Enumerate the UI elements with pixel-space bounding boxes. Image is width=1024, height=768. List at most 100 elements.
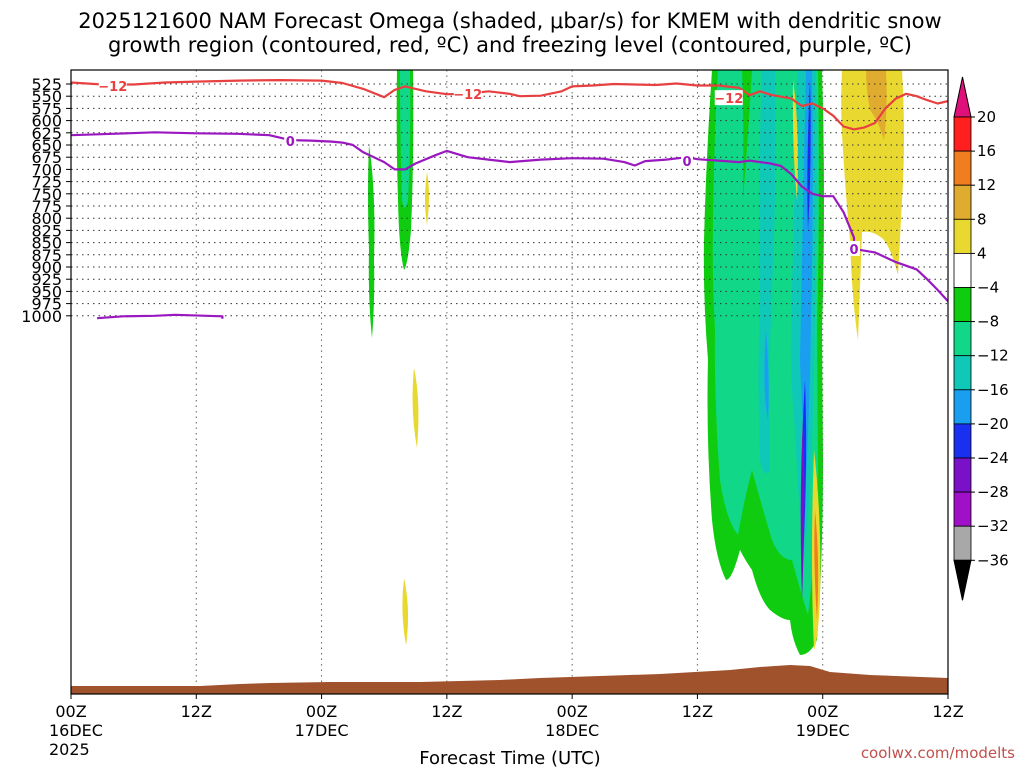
y-tick-label: 775 — [31, 197, 62, 216]
contour-label-bg — [714, 90, 743, 106]
y-tick-label: 750 — [31, 185, 62, 204]
omega-shading-positive-gold — [866, 70, 887, 140]
contour-line — [97, 313, 224, 320]
y-tick-label: 875 — [31, 246, 62, 265]
colorbar-segment — [953, 184, 972, 220]
y-tick-label: 950 — [31, 282, 62, 301]
colorbar-label: −4 — [977, 279, 999, 297]
omega-shading-band-yellow-1 — [425, 172, 429, 225]
terrain — [71, 665, 948, 694]
contour-label-bg — [848, 240, 861, 256]
colorbar-label: −24 — [977, 449, 1009, 467]
omega-shading-positive-yellow — [841, 70, 904, 340]
colorbar: 20 16 12 8 4 −4 −8 −12 −16 −20 −24 −28 −32 −36 — [953, 76, 1009, 601]
y-tick-label: 625 — [31, 124, 62, 143]
contour-label-bg — [680, 153, 693, 169]
plot-frame — [70, 69, 949, 695]
colorbar-label: −12 — [977, 347, 1009, 365]
y-tick-label: 975 — [31, 295, 62, 314]
colorbar-segment — [953, 491, 972, 527]
omega-shading-main-purple — [800, 420, 805, 600]
contour-label-bg — [453, 85, 482, 101]
colorbar-top-arrow — [953, 76, 972, 118]
colorbar-segment — [953, 355, 972, 391]
y-tick-label: 650 — [31, 136, 62, 155]
colorbar-label: 12 — [977, 176, 996, 194]
omega-shading-main-lightblue-2 — [764, 330, 769, 420]
y-tick-label: 700 — [31, 160, 62, 179]
colorbar-segment — [953, 321, 972, 357]
omega-shading-positive-orange — [814, 510, 819, 620]
y-tick-label: 550 — [31, 87, 62, 106]
colorbar-label: −36 — [977, 551, 1009, 569]
x-tick-label: 16DEC — [49, 721, 103, 740]
contour-label-bg — [98, 77, 127, 93]
colorbar-label: −16 — [977, 381, 1009, 399]
y-tick-label: 825 — [31, 221, 62, 240]
credit-text: coolwx.com/modelts — [861, 744, 1015, 762]
omega-shading-main-blue-2 — [807, 80, 811, 230]
x-tick-label: 00Z — [807, 702, 838, 721]
colorbar-segment — [953, 423, 972, 459]
colorbar-label: 16 — [977, 142, 996, 160]
contours: −12 −12 −12 0 0 0 — [71, 77, 948, 320]
colorbar-segment — [953, 252, 972, 288]
colorbar-label: 20 — [977, 108, 996, 126]
omega-shading-band-yellow-2 — [412, 368, 419, 448]
y-tick-label: 1000 — [21, 307, 62, 326]
omega-shading-positive-yellow-2 — [792, 80, 798, 200]
x-tick-label: 00Z — [306, 702, 337, 721]
contour-label: 0 — [286, 135, 295, 150]
x-tick-label: 12Z — [682, 702, 713, 721]
y-tick-label: 600 — [31, 112, 62, 131]
chart-title-line-1: 2025121600 NAM Forecast Omega (shaded, μ… — [78, 9, 941, 33]
y-tick-label: 850 — [31, 234, 62, 253]
contour-label: 0 — [682, 155, 691, 170]
x-tick-label: 00Z — [55, 702, 86, 721]
x-tick-label: 2025 — [49, 740, 90, 759]
colorbar-segment — [953, 218, 972, 254]
y-tick-label: 575 — [31, 99, 62, 118]
colorbar-label: 8 — [977, 210, 987, 228]
contour-label: −12 — [714, 92, 743, 107]
y-tick-label: 925 — [31, 270, 62, 289]
colorbar-segment — [953, 457, 972, 493]
contour-line — [71, 79, 948, 131]
contour-label: −12 — [453, 88, 482, 103]
colorbar-label: −8 — [977, 313, 999, 331]
contour-label-bg — [284, 133, 297, 149]
y-tick-label: 900 — [31, 258, 62, 277]
x-tick-label: 17DEC — [295, 721, 349, 740]
x-tick-label: 12Z — [431, 702, 462, 721]
colorbar-label: −20 — [977, 415, 1009, 433]
x-tick-label: 18DEC — [545, 721, 599, 740]
x-tick-label: 12Z — [932, 702, 963, 721]
colorbar-segment — [953, 116, 972, 152]
chart-title-line-2: growth region (contoured, red, ºC) and f… — [108, 33, 912, 57]
omega-shading-band-yellow-3 — [402, 578, 409, 645]
y-tick-label: 800 — [31, 209, 62, 228]
omega-shading-main-cyan — [758, 70, 776, 474]
x-tick-label: 19DEC — [796, 721, 850, 740]
colorbar-segment — [953, 287, 972, 322]
x-tick-label: 12Z — [181, 702, 212, 721]
omega-shading — [368, 70, 904, 655]
x-tick-label: 00Z — [556, 702, 587, 721]
omega-shading-band-green-1 — [368, 145, 375, 338]
colorbar-label: 4 — [977, 244, 987, 262]
colorbar-label: −32 — [977, 517, 1009, 535]
x-axis-label: Forecast Time (UTC) — [419, 748, 600, 768]
colorbar-segment — [953, 150, 972, 186]
omega-shading-band-teal-1 — [400, 70, 411, 208]
y-tick-label: 525 — [31, 75, 62, 94]
colorbar-label: −28 — [977, 483, 1009, 501]
colorbar-bottom-arrow — [953, 559, 972, 601]
colorbar-segment — [953, 525, 972, 561]
y-tick-label: 675 — [31, 148, 62, 167]
contour-label: 0 — [850, 243, 859, 258]
y-axis-ticks: 5255505756006256506757007257507758008258… — [21, 75, 71, 326]
y-tick-label: 725 — [31, 173, 62, 192]
contour-line — [71, 131, 948, 302]
